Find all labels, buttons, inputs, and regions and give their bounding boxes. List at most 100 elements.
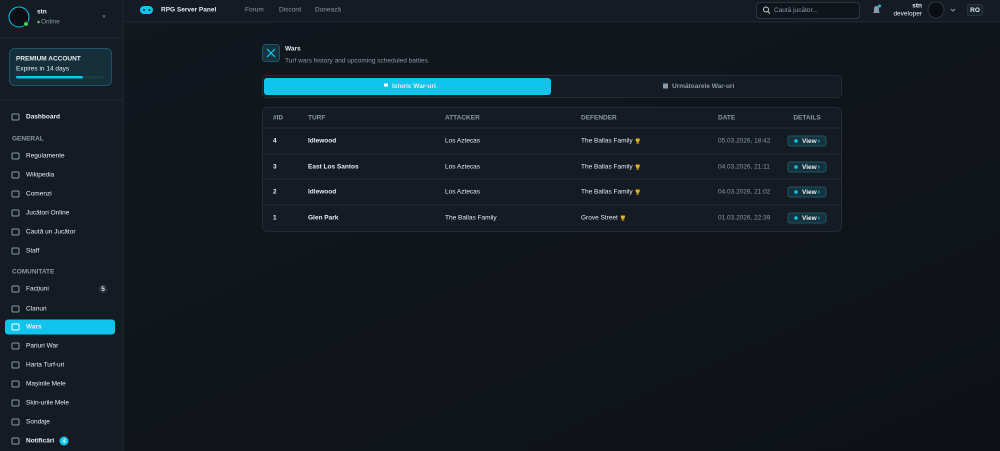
nav-icon: [11, 113, 20, 121]
column-header: DEFENDER: [581, 115, 617, 122]
winner-trophy: [635, 164, 640, 170]
view-label: View: [802, 138, 818, 145]
top-nav-link[interactable]: Forum: [245, 7, 264, 14]
nav-item[interactable]: Harta Turf-uri: [26, 362, 64, 369]
tab-active[interactable]: [264, 78, 551, 95]
war-date: 04.03.2026, 21:11: [718, 164, 770, 171]
nav-icon: [11, 380, 20, 388]
war-turf: East Los Santos: [308, 164, 359, 171]
nav-item[interactable]: Mașinile Mele: [26, 381, 66, 388]
war-date: 05.03.2026, 18:42: [718, 138, 771, 145]
nav-icon: [11, 418, 20, 426]
nav-badge-label: 4: [62, 438, 66, 445]
status-dot: [37, 20, 40, 24]
nav-item[interactable]: Facțiuni: [26, 286, 49, 293]
online-dot: [23, 21, 29, 27]
nav-active: [5, 319, 115, 335]
view-icon: [794, 216, 798, 220]
nav-icon: [11, 361, 20, 369]
search-box[interactable]: [756, 2, 860, 19]
war-attacker: Los Aztecas: [445, 189, 481, 196]
nav-item[interactable]: Notificări: [26, 438, 54, 445]
top-nav-link[interactable]: Discord: [279, 7, 301, 14]
premium-label: PREMIUM ACCOUNT: [16, 56, 81, 63]
nav-icon: [11, 190, 20, 198]
view-button[interactable]: [787, 135, 827, 147]
view-label: View: [802, 164, 818, 171]
nav-icon: [11, 285, 20, 293]
war-attacker: The Ballas Family: [445, 215, 497, 222]
brand-logo-dot: [143, 9, 145, 11]
war-id: 2: [273, 189, 277, 196]
winner-trophy: [635, 138, 640, 144]
tab-label: Istoric War-uri: [392, 83, 436, 90]
view-chevron: [817, 139, 820, 143]
user-name: stn: [37, 9, 47, 16]
column-header: DETAILS: [793, 115, 821, 122]
view-button[interactable]: [787, 186, 827, 198]
war-turf: Idlewood: [308, 138, 336, 145]
top-user-role: developer: [893, 11, 922, 18]
nav-icon: [11, 228, 20, 236]
progress-fill: [16, 76, 83, 79]
top-nav-link[interactable]: Donează: [315, 7, 341, 14]
brand-logo: [140, 6, 153, 14]
view-button[interactable]: [787, 212, 827, 224]
wars-table: #ID TURF ATTACKER DEFENDER DATE DETAILS 4 Idlew…: [263, 115, 841, 224]
lang-label: RO: [970, 7, 980, 14]
nav-item[interactable]: Pariuri War: [26, 343, 59, 350]
nav-icon: [11, 342, 20, 350]
nav-dashboard[interactable]: Dashboard: [26, 114, 60, 121]
nav-icon: [11, 152, 20, 160]
tab-label[interactable]: Următoarele War-uri: [672, 83, 734, 90]
nav-item[interactable]: Caută un Jucător: [26, 229, 76, 236]
top-avatar[interactable]: [927, 1, 945, 19]
nav-item[interactable]: Regulamente: [26, 153, 65, 160]
nav-badge: [59, 436, 69, 446]
search-placeholder: Caută jucător...: [774, 7, 818, 14]
nav-section-title: COMUNITATE: [12, 269, 55, 276]
column-header: DATE: [718, 115, 736, 122]
view-button[interactable]: [787, 161, 827, 173]
nav-item[interactable]: Wars: [26, 324, 42, 331]
view-chevron: [817, 216, 820, 220]
view-icon: [794, 165, 798, 169]
notifications-icon[interactable]: [873, 6, 880, 13]
war-defender: The Ballas Family: [581, 164, 633, 171]
war-turf: Idlewood: [308, 189, 336, 196]
column-header: ATTACKER: [445, 115, 480, 122]
close-button[interactable]: ×: [102, 14, 106, 21]
nav-item[interactable]: Sondaje: [26, 419, 50, 426]
page-icon-swords: [266, 48, 276, 58]
view-icon: [794, 139, 798, 143]
nav-item[interactable]: Jucători Online: [26, 210, 70, 217]
nav-icon: [11, 399, 20, 407]
nav-item[interactable]: Skin-urile Mele: [26, 400, 69, 407]
war-defender: The Ballas Family: [581, 189, 633, 196]
nav-badge: [98, 284, 108, 294]
war-defender: The Ballas Family: [581, 138, 633, 145]
nav-item[interactable]: Clanuri: [26, 306, 47, 313]
war-turf: Glen Park: [308, 215, 339, 222]
sidebar-nav: GENERAL Regulamente Wikipedia Comenzi Jucăto…: [5, 136, 115, 446]
lang-button[interactable]: [967, 4, 983, 16]
nav-icon: [11, 171, 20, 179]
nav-item[interactable]: Staff: [26, 248, 39, 255]
view-icon: [794, 190, 798, 194]
nav-icon: [11, 437, 20, 445]
nav-icon: [11, 323, 20, 331]
table-card: [262, 107, 842, 232]
brand-name[interactable]: RPG Server Panel: [161, 7, 216, 14]
war-id: 1: [273, 215, 277, 222]
nav-section-title: GENERAL: [12, 136, 44, 143]
premium-expires: Expires in 14 days: [16, 66, 70, 73]
user-menu-chevron[interactable]: [950, 8, 956, 12]
war-id: 3: [273, 164, 277, 171]
view-label: View: [802, 215, 818, 222]
top-user-name: stn: [912, 3, 922, 10]
nav-icon: [11, 305, 20, 313]
nav-item[interactable]: Wikipedia: [26, 172, 55, 179]
nav-item[interactable]: Comenzi: [26, 191, 52, 198]
page-title: Wars: [285, 46, 301, 53]
